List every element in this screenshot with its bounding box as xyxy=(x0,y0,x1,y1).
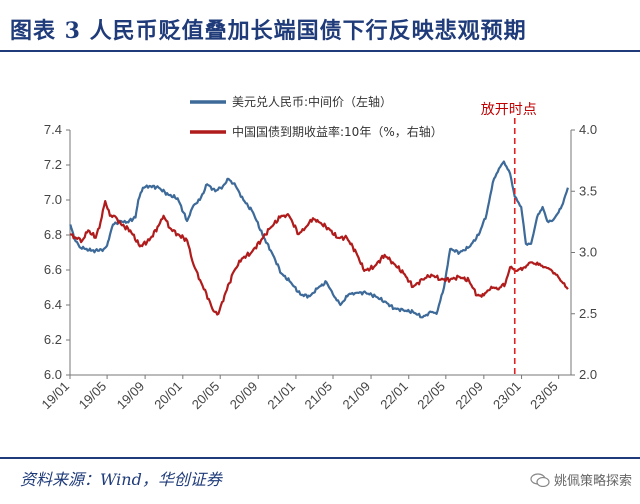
wechat-icon xyxy=(530,472,550,487)
x-tick-label: 20/01 xyxy=(151,379,185,413)
series-line-cgb-10y xyxy=(69,200,569,316)
x-tick-label: 20/09 xyxy=(227,379,261,413)
left-tick-label: 6.8 xyxy=(44,227,62,242)
source-divider xyxy=(0,457,640,459)
right-tick-label: 2.0 xyxy=(579,367,597,382)
x-tick-label: 22/01 xyxy=(377,379,411,413)
x-tick-label: 23/05 xyxy=(527,379,561,413)
watermark-text: 姚佩策略探索 xyxy=(553,474,632,489)
source-note: 资料来源：Wind，华创证券 xyxy=(20,470,222,489)
legend-label: 美元兑人民币:中间价（左轴） xyxy=(232,94,392,109)
watermark: 姚佩策略探索 xyxy=(530,470,632,489)
x-axis: 19/01 19/05 19/09 20/01 20/05 20/09 21/01 21/05… xyxy=(39,375,561,412)
right-tick-label: 3.0 xyxy=(579,245,597,260)
right-tick-label: 2.5 xyxy=(579,306,597,321)
x-tick-label: 19/05 xyxy=(76,379,110,413)
series-layer xyxy=(69,160,569,319)
x-tick-label: 19/09 xyxy=(114,379,148,413)
left-tick-label: 7.0 xyxy=(44,192,62,207)
annotation-label: 放开时点 xyxy=(481,102,537,118)
plot-area xyxy=(69,130,572,376)
figure-title: 图表 3 人民币贬值叠加长端国债下行反映悲观预期 xyxy=(10,18,527,44)
right-tick-label: 4.0 xyxy=(579,122,597,137)
line-chart: 6.0 6.2 6.4 6.6 6.8 7.0 7.2 7.4 2.0 2.5 3.0 3.5 4.0… xyxy=(39,94,598,412)
x-tick-label: 20/05 xyxy=(189,379,223,413)
x-tick-label: 22/05 xyxy=(414,379,448,413)
left-tick-label: 6.0 xyxy=(44,367,62,382)
x-tick-label: 21/09 xyxy=(340,379,374,413)
left-tick-label: 7.4 xyxy=(44,122,62,137)
x-tick-label: 23/01 xyxy=(490,379,524,413)
x-tick-label: 21/01 xyxy=(264,379,298,413)
left-y-axis: 6.0 6.2 6.4 6.6 6.8 7.0 7.2 7.4 xyxy=(44,122,70,382)
x-tick-label: 19/01 xyxy=(39,379,73,413)
left-tick-label: 6.4 xyxy=(44,297,62,312)
legend-label: 中国国债到期收益率:10年（%，右轴） xyxy=(232,124,443,139)
annotation: 放开时点 xyxy=(481,102,537,375)
right-tick-label: 3.5 xyxy=(579,183,597,198)
left-tick-label: 6.6 xyxy=(44,262,62,277)
series-line-usdcny xyxy=(69,160,569,319)
left-tick-label: 6.2 xyxy=(44,332,62,347)
legend: 美元兑人民币:中间价（左轴） 中国国债到期收益率:10年（%，右轴） xyxy=(190,94,443,139)
x-tick-label: 21/05 xyxy=(302,379,336,413)
right-y-axis: 2.0 2.5 3.0 3.5 4.0 xyxy=(571,122,597,382)
x-tick-label: 22/09 xyxy=(452,379,486,413)
title-divider xyxy=(0,50,640,52)
left-tick-label: 7.2 xyxy=(44,157,62,172)
